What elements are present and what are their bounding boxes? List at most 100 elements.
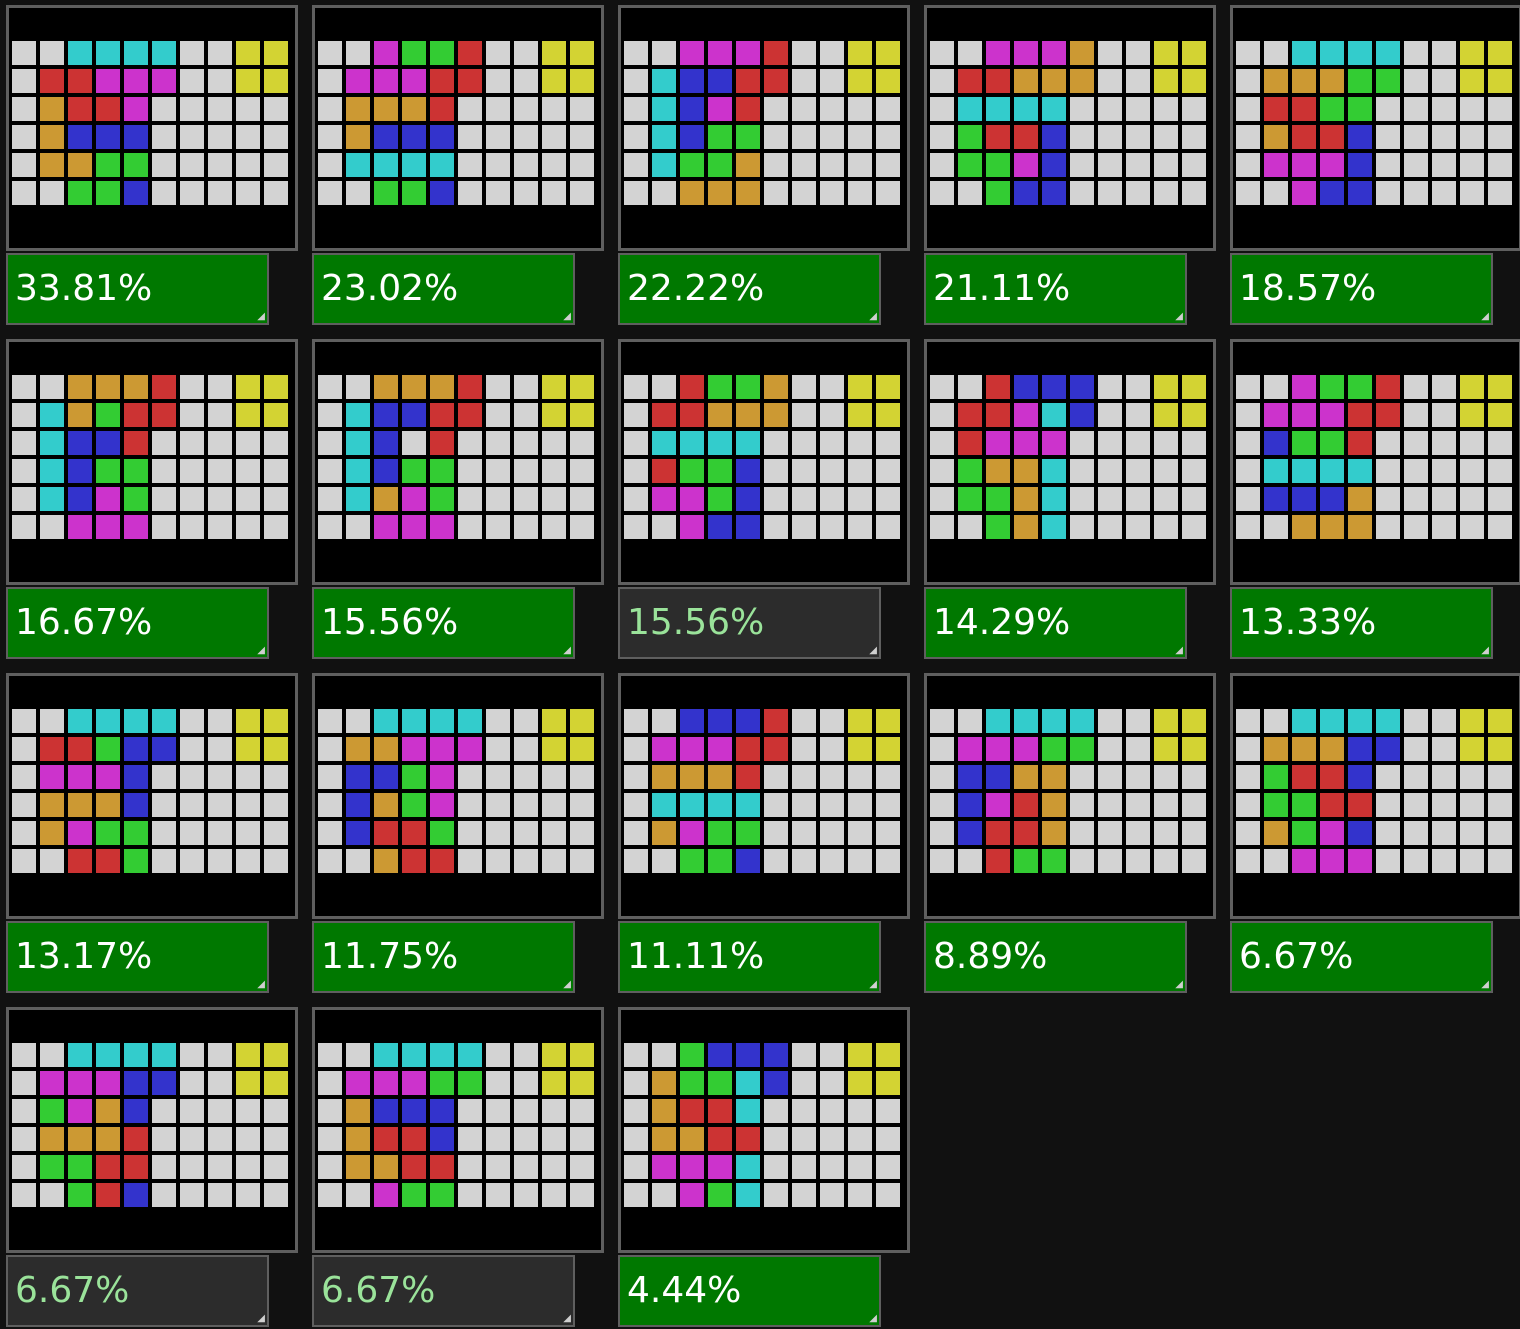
resize-grip-icon[interactable]: ◢ [1481,979,1489,990]
percentage-field[interactable]: 13.17% ◢ [6,921,269,993]
result-card[interactable]: 33.81% ◢ [6,5,298,327]
result-card[interactable]: 15.56% ◢ [312,339,604,661]
resize-grip-icon[interactable]: ◢ [257,645,265,656]
percentage-field[interactable]: 15.56% ◢ [618,587,881,659]
board-cell [736,217,760,241]
board-cell [1320,793,1344,817]
board-cell [402,403,426,427]
resize-grip-icon[interactable]: ◢ [1175,645,1183,656]
resize-grip-icon[interactable]: ◢ [1175,311,1183,322]
percentage-field[interactable]: 23.02% ◢ [312,253,575,325]
resize-grip-icon[interactable]: ◢ [563,645,571,656]
board-cell [848,1127,872,1151]
board-cell [124,375,148,399]
percentage-field[interactable]: 11.75% ◢ [312,921,575,993]
board-cell [1070,217,1094,241]
board-cell [1182,737,1206,761]
board-cell [792,41,816,65]
result-card[interactable]: 8.89% ◢ [924,673,1216,995]
result-card[interactable]: 18.57% ◢ [1230,5,1520,327]
resize-grip-icon[interactable]: ◢ [869,979,877,990]
resize-grip-icon[interactable]: ◢ [257,979,265,990]
result-card[interactable]: 6.67% ◢ [312,1007,604,1329]
board-cell [1320,153,1344,177]
percentage-field[interactable]: 8.89% ◢ [924,921,1187,993]
board-cell [624,1155,648,1179]
board-cell [124,1099,148,1123]
result-card[interactable]: 15.56% ◢ [618,339,910,661]
board-cell [1432,709,1456,733]
board-cell [514,1043,538,1067]
board-cell [680,217,704,241]
board-cell [208,821,232,845]
percentage-field[interactable]: 13.33% ◢ [1230,587,1493,659]
board-cell [624,1099,648,1123]
percentage-field[interactable]: 11.11% ◢ [618,921,881,993]
percentage-field[interactable]: 21.11% ◢ [924,253,1187,325]
board-cell [986,217,1010,241]
board-cell [486,41,510,65]
board-cell [570,69,594,93]
board-cell [68,217,92,241]
percentage-field[interactable]: 6.67% ◢ [1230,921,1493,993]
percentage-field[interactable]: 6.67% ◢ [312,1255,575,1327]
board-cell [458,97,482,121]
percentage-field[interactable]: 33.81% ◢ [6,253,269,325]
result-card[interactable]: 14.29% ◢ [924,339,1216,661]
result-card[interactable]: 13.17% ◢ [6,673,298,995]
result-card[interactable]: 16.67% ◢ [6,339,298,661]
result-card[interactable]: 21.11% ◢ [924,5,1216,327]
result-card[interactable]: 11.11% ◢ [618,673,910,995]
resize-grip-icon[interactable]: ◢ [869,1313,877,1324]
resize-grip-icon[interactable]: ◢ [257,1313,265,1324]
percentage-field[interactable]: 15.56% ◢ [312,587,575,659]
board-cell [1182,885,1206,909]
board-cell [764,1015,788,1039]
board-cell [1126,375,1150,399]
result-card[interactable]: 4.44% ◢ [618,1007,910,1329]
board-cell [848,737,872,761]
resize-grip-icon[interactable]: ◢ [1481,645,1489,656]
board-cell [542,1043,566,1067]
result-card[interactable]: 22.22% ◢ [618,5,910,327]
resize-grip-icon[interactable]: ◢ [563,311,571,322]
resize-grip-icon[interactable]: ◢ [869,645,877,656]
board-cell [1014,69,1038,93]
resize-grip-icon[interactable]: ◢ [563,1313,571,1324]
board-cell [152,1099,176,1123]
board-cell [848,515,872,539]
board-cell [514,765,538,789]
result-card[interactable]: 6.67% ◢ [1230,673,1520,995]
result-card[interactable]: 6.67% ◢ [6,1007,298,1329]
result-card[interactable]: 11.75% ◢ [312,673,604,995]
resize-grip-icon[interactable]: ◢ [1481,311,1489,322]
board-cell [708,13,732,37]
percentage-field[interactable]: 4.44% ◢ [618,1255,881,1327]
resize-grip-icon[interactable]: ◢ [1175,979,1183,990]
board-cell [876,347,900,371]
board-cell [736,849,760,873]
percentage-field[interactable]: 6.67% ◢ [6,1255,269,1327]
board-cell [486,681,510,705]
result-card[interactable]: 23.02% ◢ [312,5,604,327]
resize-grip-icon[interactable]: ◢ [869,311,877,322]
percentage-field[interactable]: 14.29% ◢ [924,587,1187,659]
resize-grip-icon[interactable]: ◢ [563,979,571,990]
percentage-field[interactable]: 22.22% ◢ [618,253,881,325]
board-cell [96,347,120,371]
resize-grip-icon[interactable]: ◢ [257,311,265,322]
board-cell [124,69,148,93]
result-card[interactable]: 13.33% ◢ [1230,339,1520,661]
percentage-field[interactable]: 16.67% ◢ [6,587,269,659]
board-cell [1292,793,1316,817]
board-cell [402,1071,426,1095]
board-cell [820,821,844,845]
board-cell [1376,97,1400,121]
percentage-field[interactable]: 18.57% ◢ [1230,253,1493,325]
percentage-value: 15.56% [321,602,459,643]
percentage-value: 4.44% [627,1270,742,1311]
board-cell [708,181,732,205]
board-cell [346,1127,370,1151]
board-cell [180,1127,204,1151]
board-cell [570,375,594,399]
